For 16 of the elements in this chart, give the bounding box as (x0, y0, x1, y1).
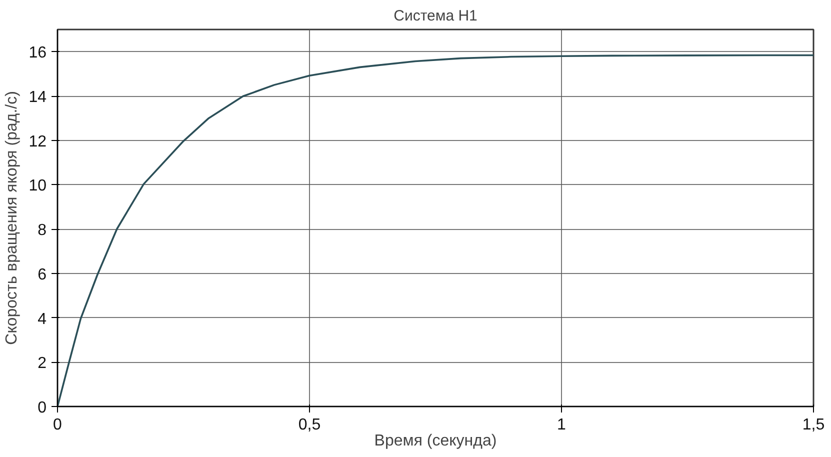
y-tick-label: 14 (28, 89, 47, 106)
y-tick-label: 16 (28, 44, 47, 62)
y-tick-label: 4 (38, 310, 47, 328)
x-tick-label: 1 (557, 416, 566, 434)
y-tick-label: 6 (38, 266, 47, 284)
y-tick-label: 12 (28, 133, 47, 150)
x-axis-title: Время (секунда) (374, 432, 497, 450)
y-axis-title: Скорость вращения якоря (рад./с) (4, 91, 21, 345)
chart-title: Система Н1 (394, 8, 478, 24)
y-tick-label: 2 (38, 355, 47, 372)
x-tick-label: 0 (53, 416, 62, 434)
y-tick-label: 0 (38, 400, 47, 416)
y-tick-label: 10 (28, 178, 47, 195)
x-tick-label: 1,5 (802, 416, 825, 434)
y-tick-label: 8 (38, 222, 47, 240)
x-tick-label: 0,5 (298, 416, 321, 434)
